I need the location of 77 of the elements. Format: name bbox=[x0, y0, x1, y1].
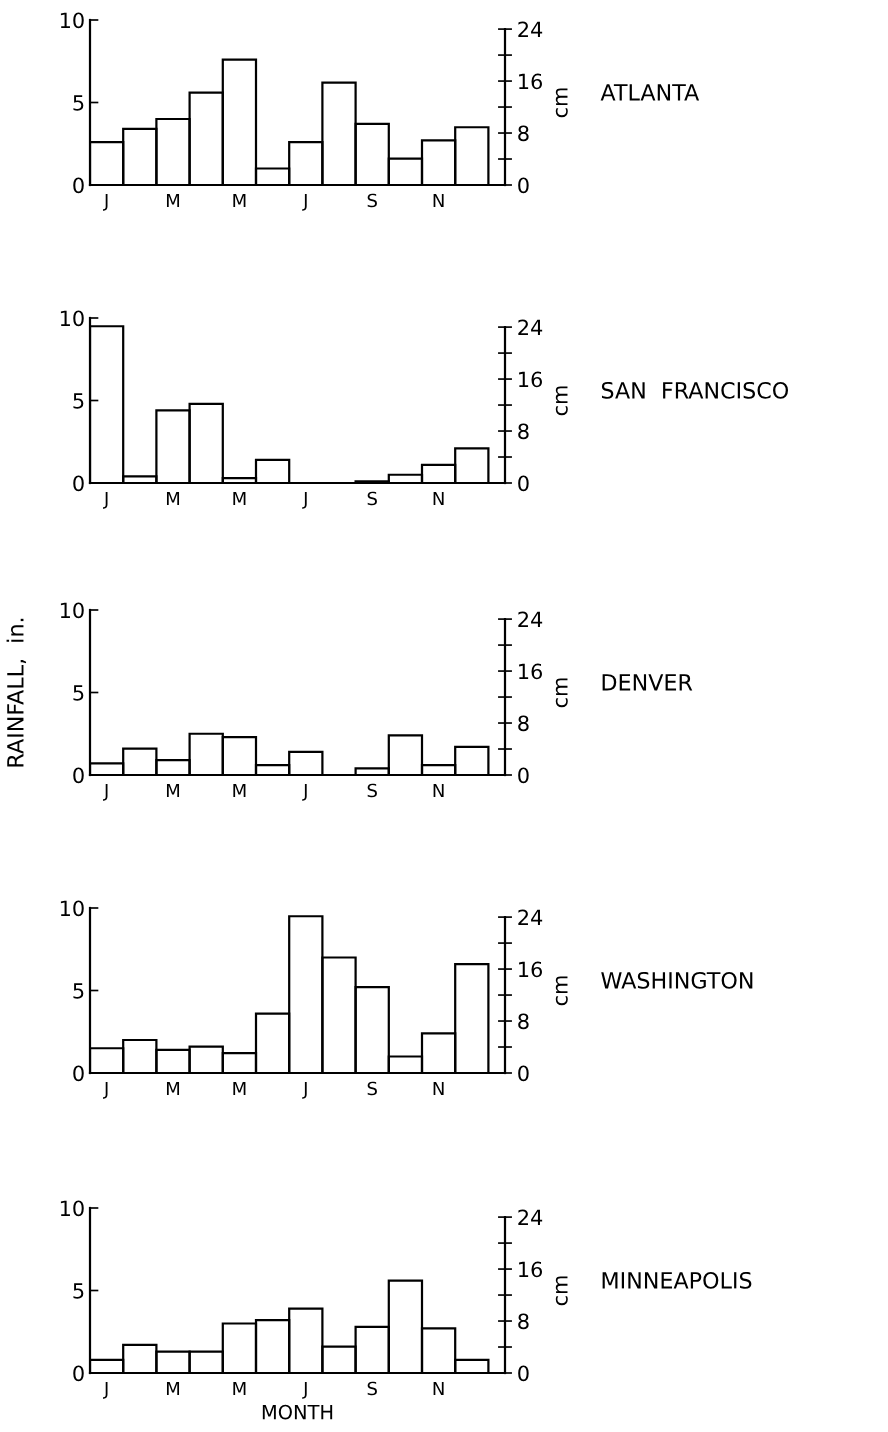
x-tick-label: J bbox=[103, 1381, 108, 1399]
y2-tick-label: 0 bbox=[518, 1365, 529, 1382]
x-tick-label: J bbox=[302, 783, 307, 801]
y2-axis-title: cm bbox=[555, 386, 568, 416]
x-tick-label: M bbox=[166, 1081, 180, 1096]
x-tick-label: S bbox=[367, 1381, 377, 1396]
x-tick-label: S bbox=[367, 1081, 377, 1096]
y-tick-label: 10 bbox=[60, 602, 84, 619]
y2-tick-label: 0 bbox=[518, 177, 529, 194]
x-tick-label: J bbox=[103, 193, 108, 211]
y-axis-title: RAINFALL, in. bbox=[6, 618, 27, 767]
y2-tick-label: 24 bbox=[518, 1209, 543, 1226]
y-tick-label: 5 bbox=[73, 685, 84, 701]
x-tick-label: S bbox=[367, 491, 377, 506]
y-tick-label: 0 bbox=[73, 1065, 84, 1082]
y2-tick-label: 8 bbox=[518, 423, 529, 440]
x-tick-label: M bbox=[233, 1381, 246, 1396]
x-tick-label: M bbox=[166, 1381, 180, 1396]
text: WASHINGTON bbox=[601, 971, 753, 989]
y2-axis-title: cm bbox=[555, 976, 568, 1006]
y-tick-label: 10 bbox=[60, 1200, 84, 1217]
y2-tick-label: 16 bbox=[519, 961, 542, 978]
text: DENVER bbox=[602, 674, 693, 691]
x-tick-label: J bbox=[302, 193, 307, 211]
x-tick-label: M bbox=[166, 193, 180, 208]
y2-tick-label: 24 bbox=[518, 21, 543, 38]
x-tick-label: M bbox=[233, 491, 246, 506]
y2-tick-label: 24 bbox=[518, 909, 543, 926]
y2-axis-title: cm bbox=[555, 1276, 568, 1306]
x-tick-label: M bbox=[166, 491, 180, 506]
y-tick-label: 5 bbox=[73, 393, 84, 409]
y-tick-label: 5 bbox=[73, 1283, 84, 1299]
x-tick-label: J bbox=[302, 1381, 307, 1399]
x-tick-label: M bbox=[233, 1081, 246, 1096]
x-tick-label: S bbox=[367, 193, 377, 208]
y2-tick-label: 16 bbox=[519, 1261, 542, 1278]
y2-tick-label: 0 bbox=[518, 767, 529, 784]
y2-tick-label: 8 bbox=[518, 1013, 529, 1030]
y2-tick-label: 24 bbox=[518, 611, 543, 628]
x-tick-label: N bbox=[433, 783, 444, 798]
y2-tick-label: 8 bbox=[518, 1313, 529, 1330]
y-tick-label: 10 bbox=[60, 310, 84, 327]
x-tick-label: N bbox=[433, 1081, 444, 1096]
y2-tick-label: 16 bbox=[519, 663, 542, 680]
y-tick-label: 0 bbox=[73, 767, 84, 784]
x-tick-label: J bbox=[302, 1081, 307, 1099]
y-tick-label: 10 bbox=[60, 12, 84, 29]
x-tick-label: M bbox=[166, 783, 180, 798]
y2-axis-title: cm bbox=[555, 678, 568, 708]
y-tick-label: 0 bbox=[73, 177, 84, 194]
x-tick-label: J bbox=[302, 491, 307, 509]
text: MINNEAPOLIS bbox=[602, 1271, 752, 1289]
x-tick-label: N bbox=[433, 491, 444, 506]
y-tick-label: 5 bbox=[73, 95, 84, 111]
x-tick-label: N bbox=[433, 193, 444, 208]
y-tick-label: 0 bbox=[73, 1365, 84, 1382]
y-tick-label: 5 bbox=[73, 983, 84, 999]
x-tick-label: N bbox=[433, 1381, 444, 1396]
y2-tick-label: 0 bbox=[518, 475, 529, 492]
x-tick-label: J bbox=[103, 491, 108, 509]
x-tick-label: S bbox=[367, 783, 377, 798]
y-tick-label: 10 bbox=[60, 900, 84, 917]
y2-tick-label: 8 bbox=[518, 125, 529, 142]
x-tick-label: M bbox=[233, 783, 246, 798]
x-tick-label: M bbox=[233, 193, 246, 208]
y-tick-label: 0 bbox=[73, 475, 84, 492]
text: SAN FRANCISCO bbox=[601, 381, 789, 399]
x-tick-label: J bbox=[103, 1081, 108, 1099]
y2-tick-label: 16 bbox=[519, 73, 542, 90]
y2-tick-label: 24 bbox=[518, 319, 543, 336]
y2-tick-label: 16 bbox=[519, 371, 542, 388]
x-axis-title: MONTH bbox=[262, 1404, 333, 1420]
text: ATLANTA bbox=[600, 84, 700, 101]
y2-tick-label: 8 bbox=[518, 715, 529, 732]
x-tick-label: J bbox=[103, 783, 108, 801]
y2-tick-label: 0 bbox=[518, 1065, 529, 1082]
y2-axis-title: cm bbox=[555, 88, 568, 118]
